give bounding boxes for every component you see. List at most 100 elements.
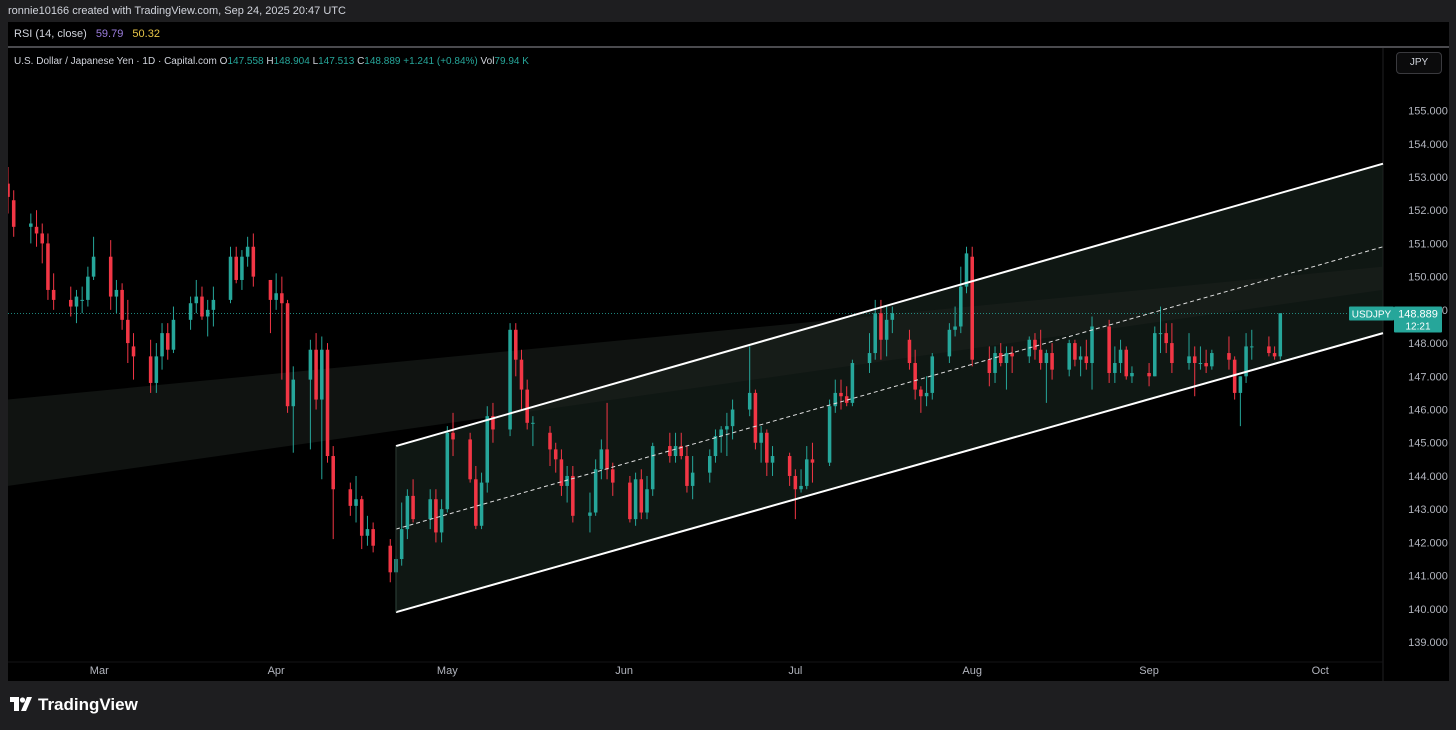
candle-body — [371, 529, 375, 546]
candle-body — [86, 276, 90, 300]
change-value: +1.241 (+0.84%) — [403, 56, 478, 67]
candle-body — [519, 359, 524, 390]
candle-body — [588, 512, 592, 516]
candle-body — [1198, 363, 1203, 365]
candle-body — [126, 319, 130, 344]
candle-body — [1004, 353, 1009, 364]
candle-body — [40, 233, 45, 244]
candle-body — [1073, 343, 1077, 360]
candle-body — [759, 432, 763, 443]
candle-body — [1078, 356, 1083, 360]
x-tick-label: Sep — [1139, 665, 1159, 677]
candle-body — [1010, 353, 1014, 357]
x-tick-label: Mar — [90, 665, 109, 677]
candle-body — [959, 286, 963, 327]
symbol-name: U.S. Dollar / Japanese Yen · 1D · Capita… — [14, 56, 217, 67]
candle-body — [1038, 349, 1043, 364]
candle-body — [1250, 346, 1254, 348]
candle-body — [964, 253, 969, 287]
candle-body — [314, 349, 318, 400]
candle-body — [1204, 363, 1208, 367]
currency-button[interactable]: JPY — [1396, 52, 1442, 74]
pane-separator[interactable] — [8, 46, 1449, 48]
candle-body — [628, 482, 632, 520]
y-tick-label: 155.000 — [1408, 106, 1448, 118]
candle-body — [679, 446, 684, 457]
x-tick-label: Jun — [615, 665, 633, 677]
price-tag-countdown: 12:21 — [1405, 322, 1430, 333]
candle-body — [1118, 349, 1123, 364]
tradingview-mark-icon — [10, 697, 32, 711]
y-tick-label: 143.000 — [1408, 504, 1448, 516]
candle-body — [399, 529, 404, 560]
candle-body — [46, 243, 50, 290]
candle-body — [633, 479, 638, 520]
close-label: C — [357, 56, 365, 67]
candle-body — [799, 485, 803, 490]
candle-body — [884, 319, 889, 340]
candle-body — [1272, 353, 1277, 357]
candle-body — [1090, 326, 1094, 364]
candle-body — [879, 313, 883, 340]
candle-body — [867, 353, 872, 364]
candle-body — [388, 545, 393, 573]
candle-body — [365, 529, 370, 536]
background-band — [8, 266, 1383, 486]
rsi-pane[interactable]: RSI (14, close) 59.79 50.32 — [8, 22, 1449, 46]
x-tick-label: Oct — [1312, 665, 1329, 677]
candle-body — [188, 303, 193, 320]
candle-body — [268, 279, 273, 300]
candle-body — [491, 416, 495, 430]
tradingview-logo[interactable]: TradingView — [10, 695, 138, 715]
candle-body — [890, 313, 895, 320]
y-tick-label: 150.000 — [1408, 272, 1448, 284]
candle-body — [930, 356, 935, 393]
price-tag-value: 148.889 — [1398, 309, 1438, 321]
candle-body — [331, 456, 335, 490]
candle-body — [240, 256, 244, 280]
candle-body — [308, 349, 313, 380]
y-tick-label: 145.000 — [1408, 438, 1448, 450]
top-bar: ronnie10166 created with TradingView.com… — [0, 0, 1456, 22]
y-tick-label: 153.000 — [1408, 172, 1448, 184]
candle-body — [285, 303, 290, 407]
footer: TradingView — [0, 681, 1456, 730]
candle-body — [148, 356, 153, 383]
candle-body — [707, 456, 712, 473]
candle-body — [810, 459, 815, 463]
candle-body — [924, 392, 929, 397]
candle-body — [947, 329, 952, 357]
candle-body — [154, 356, 159, 383]
y-tick-label: 144.000 — [1408, 471, 1448, 483]
candle-body — [953, 326, 957, 330]
rsi-label: RSI (14, close) — [14, 28, 87, 40]
candle-body — [1158, 333, 1163, 335]
candle-body — [1107, 326, 1111, 373]
channel-mid-line — [395, 246, 1384, 530]
candle-body — [565, 475, 569, 486]
candle-body — [485, 416, 490, 483]
candle-body — [451, 432, 455, 440]
candle-body — [91, 256, 96, 277]
candle-body — [645, 489, 649, 513]
logo-text: TradingView — [38, 695, 138, 714]
channel-upper-line — [395, 162, 1384, 448]
candle-body — [1050, 353, 1054, 370]
x-tick-label: May — [437, 665, 458, 677]
candle-body — [131, 346, 136, 357]
channel-lower-line — [395, 332, 1384, 614]
candle-body — [68, 299, 73, 307]
candle-body — [611, 469, 615, 483]
candle-body — [719, 429, 723, 437]
candle-body — [639, 479, 644, 513]
price-chart[interactable]: 155.000 154.000 153.000 152.000 151.000 150.0… — [8, 22, 1449, 681]
candle-body — [200, 296, 204, 317]
candle-body — [793, 475, 798, 490]
candle-body — [1033, 339, 1037, 350]
candle-body — [234, 256, 238, 280]
candle-body — [280, 293, 284, 304]
candle-body — [1170, 343, 1174, 364]
low-label: L — [312, 56, 319, 67]
candle-body — [713, 436, 718, 457]
candle-body — [839, 392, 843, 397]
